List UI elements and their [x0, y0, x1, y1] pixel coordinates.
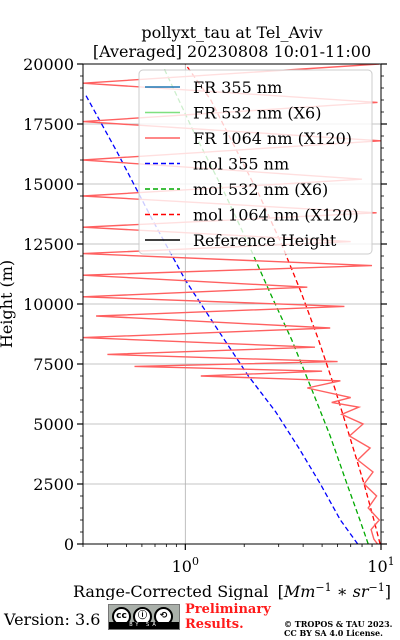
- series-line: [163, 68, 369, 544]
- y-axis-label: Height (m): [0, 260, 16, 348]
- version-label: Version: 3.6: [4, 610, 101, 629]
- x-unit-exp2: −1: [369, 581, 385, 594]
- y-tick-label: 15000: [23, 175, 74, 194]
- x-tick-label: 101: [367, 555, 394, 576]
- cc-icon: cc: [112, 607, 131, 626]
- x-axis: 100 101: [82, 544, 395, 576]
- x-axis-label: Range-Corrected Signal [Mm−1 ∗ sr−1]: [73, 581, 391, 600]
- legend-label: Reference Height: [193, 231, 337, 250]
- legend: FR 355 nm FR 532 nm (X6) FR 1064 nm (X120)…: [138, 69, 373, 255]
- y-tick-label: 7500: [33, 355, 74, 374]
- legend-label: FR 1064 nm (X120): [193, 129, 352, 148]
- copyright-line-2: CC BY SA 4.0 License.: [284, 628, 383, 638]
- chart-subtitle: [Averaged] 20230808 10:01-11:00: [93, 42, 371, 61]
- preliminary-line-1: Preliminary: [185, 602, 271, 617]
- x-unit-base: Mm: [283, 582, 316, 600]
- legend-label: FR 355 nm: [193, 78, 282, 97]
- legend-box: [138, 69, 373, 255]
- preliminary-line-2: Results.: [185, 617, 244, 632]
- y-tick-label: 12500: [23, 235, 74, 254]
- y-axis: 0 2500 5000 7500 10000 12500 15000 17500 20000: [23, 55, 387, 554]
- cc-license-badge: cc ⓘ ⟲ BY SA: [108, 604, 180, 630]
- copyright-notice: © TROPOS & TAU 2023. CC BY SA 4.0 Licens…: [284, 620, 392, 638]
- preliminary-results-label: Preliminary Results.: [185, 602, 271, 632]
- y-tick-label: 20000: [23, 55, 74, 74]
- chart-title: pollyxt_tau at Tel_Aviv: [141, 23, 322, 42]
- legend-label: mol 532 nm (X6): [193, 180, 328, 199]
- legend-label: mol 355 nm: [193, 155, 289, 174]
- y-tick-label: 17500: [23, 115, 74, 134]
- x-unit-mid: ∗ sr: [332, 582, 370, 600]
- copyright-line-1: © TROPOS & TAU 2023.: [284, 619, 393, 629]
- legend-label: FR 532 nm (X6): [193, 104, 321, 123]
- y-tick-label: 2500: [33, 475, 74, 494]
- chart-figure: pollyxt_tau at Tel_Aviv [Averaged] 20230…: [0, 23, 395, 600]
- series-line: [83, 64, 381, 544]
- cc-badge-bottom: BY SA: [109, 622, 179, 629]
- y-tick-label: 5000: [33, 415, 74, 434]
- legend-label: mol 1064 nm (X120): [193, 206, 359, 225]
- y-tick-label: 0: [64, 535, 74, 554]
- y-tick-label: 10000: [23, 295, 74, 314]
- x-unit-exp1: −1: [315, 581, 331, 594]
- x-axis-label-text: Range-Corrected Signal: [73, 582, 268, 600]
- x-tick-label: 100: [172, 555, 199, 576]
